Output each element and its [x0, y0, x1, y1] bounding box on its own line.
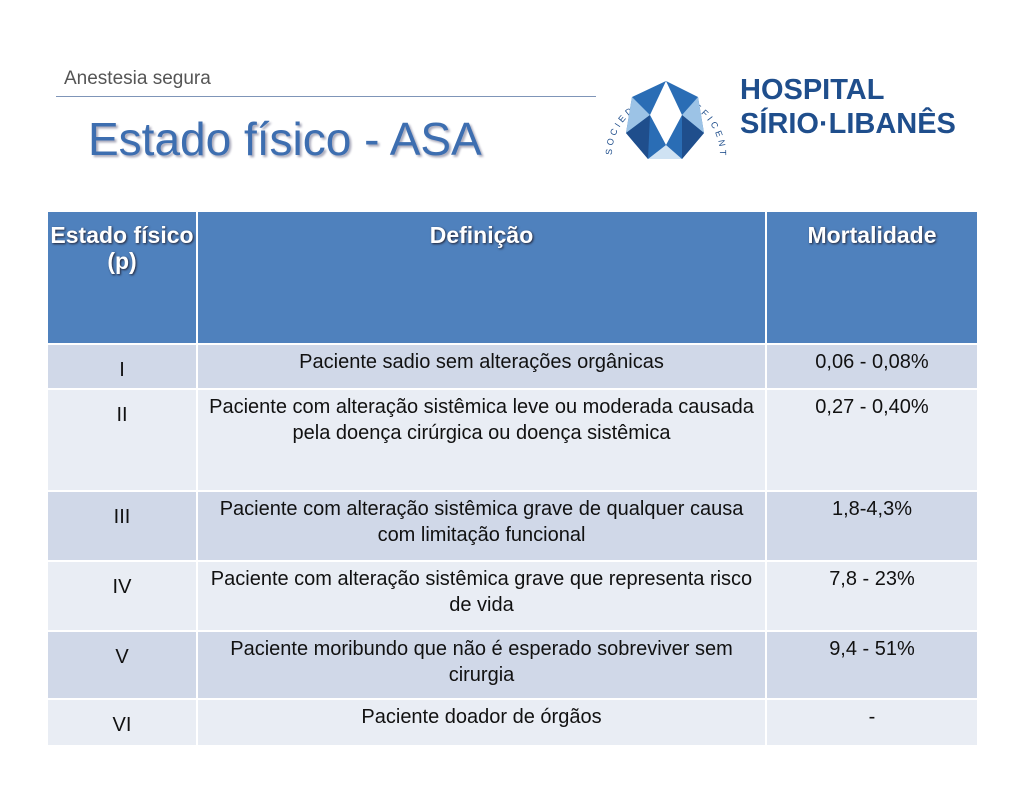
header-cell: Mortalidade [765, 210, 979, 345]
table-cell: Paciente doador de órgãos [196, 698, 767, 747]
table-row: VI Paciente doador de órgãos - [46, 698, 979, 747]
table-cell: IV [46, 560, 198, 632]
table-cell: 9,4 - 51% [765, 630, 979, 700]
asa-table: Estado físico (p) Definição Mortalidade … [46, 210, 979, 747]
logo: SOCIEDADE BENEFICENTE DE SENHORAS HOSPIT… [590, 45, 956, 159]
table-cell: 0,06 - 0,08% [765, 343, 979, 390]
table-cell: 1,8-4,3% [765, 490, 979, 562]
table-cell: I [46, 343, 198, 390]
table-cell: - [765, 698, 979, 747]
header-cell: Definição [196, 210, 767, 345]
logo-name: HOSPITAL [740, 74, 884, 106]
table-cell: Paciente sadio sem alterações orgânicas [196, 343, 767, 390]
table-row: I Paciente sadio sem alterações orgânicas… [46, 343, 979, 390]
table-row: III Paciente com alteração sistêmica grav… [46, 490, 979, 562]
title: Estado físico - ASA [88, 113, 482, 165]
logo-emblem [626, 81, 704, 159]
table-cell: V [46, 630, 198, 700]
table-cell: Paciente com alteração sistêmica grave d… [196, 490, 767, 562]
table-cell: Paciente com alteração sistêmica leve ou… [196, 388, 767, 492]
header-cell: Estado físico (p) [46, 210, 198, 345]
table-row: IV Paciente com alteração sistêmica grave… [46, 560, 979, 632]
table-cell: III [46, 490, 198, 562]
table-row: II Paciente com alteração sistêmica leve … [46, 388, 979, 492]
table-cell: Paciente moribundo que não é esperado so… [196, 630, 767, 700]
table-cell: II [46, 388, 198, 492]
table-cell: 0,27 - 0,40% [765, 388, 979, 492]
header-row: Estado físico (p) Definição Mortalidade [46, 210, 979, 345]
table-cell: VI [46, 698, 198, 747]
table-row: V Paciente moribundo que não é esperado s… [46, 630, 979, 700]
logo-name: SÍRIO·LIBANÊS [740, 106, 956, 140]
divider [56, 96, 596, 97]
table-cell: Paciente com alteração sistêmica grave q… [196, 560, 767, 632]
table-cell: 7,8 - 23% [765, 560, 979, 632]
subtitle: Anestesia segura [64, 68, 211, 89]
